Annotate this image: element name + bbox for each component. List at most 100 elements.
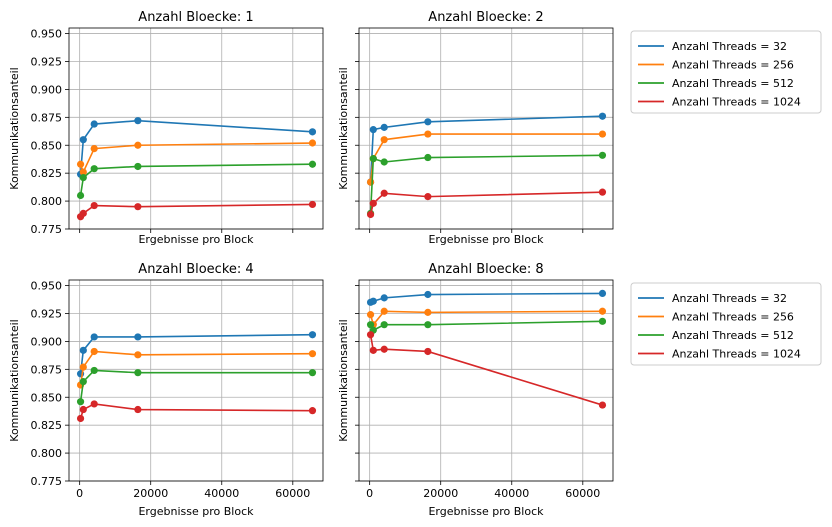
data-point [380,123,388,131]
data-point [79,174,87,182]
series-line [369,133,603,183]
grid [359,280,613,482]
data-point [90,347,98,356]
x-tick-label: 40000 [204,487,239,500]
data-point [79,405,87,414]
data-point [134,141,142,149]
data-point [79,209,87,217]
series-1 [366,112,607,186]
grid [69,28,323,230]
data-point [380,307,388,315]
y-tick-label: 0.900 [31,83,63,96]
data-point [134,351,142,359]
legend-box [630,282,822,366]
x-tick-label: 20000 [423,487,458,500]
data-point [308,160,317,168]
series-1 [366,289,607,306]
y-tick-label: 0.875 [31,363,63,376]
subplot-4: 0 20000 40000 60000 Anzahl Bloecke: 8 Ergebni… [337,262,614,518]
data-point [598,112,607,120]
y-tick-label: 0.950 [31,280,63,293]
y-axis-label: Kommunikationsanteil [337,319,350,441]
y-tick-label: 0.850 [31,391,63,404]
series-3 [76,366,317,406]
x-tick-label: 20000 [133,487,168,500]
data-point [90,120,98,128]
series-4 [76,200,317,221]
data-point [380,345,388,353]
data-point [369,126,377,134]
data-point [90,400,98,408]
data-point [134,333,142,341]
series-4 [366,188,607,219]
grid [359,28,613,230]
data-point [308,139,317,147]
y-tick-label: 0.825 [31,167,63,180]
data-point [90,201,98,210]
data-point [424,308,432,316]
data-point [598,317,607,325]
y-tick-label: 0.775 [31,223,63,236]
y-tick-label: 0.900 [31,335,63,348]
data-point [79,363,87,371]
y-tick-label: 0.775 [31,475,63,488]
series-line [369,334,603,406]
x-tick-label: 0 [366,487,373,500]
y-axis-label: Kommunikationsanteil [8,67,21,189]
legend-entry: Anzahl Threads = 1024 [672,96,801,109]
legend-entry: Anzahl Threads = 1024 [672,348,801,361]
data-point [90,366,98,375]
data-point [598,289,607,297]
subplot-1: 0.775 0.800 0.825 0.850 0.875 0.900 0.925 0.950… [8,10,324,246]
data-point [369,346,377,354]
data-point [598,188,607,196]
data-point [366,210,375,219]
series-4 [76,400,317,423]
legend-entry: Anzahl Threads = 512 [672,77,794,90]
data-point [76,414,85,423]
y-tick-label: 0.950 [31,28,63,41]
subplot-3: 0 20000 40000 60000 0.775 0.800 0.825 0.850 0.87… [8,262,324,518]
axes-frame [68,279,324,482]
data-point [79,346,87,354]
y-tick-label: 0.850 [31,139,63,152]
data-point [79,136,87,144]
x-tick-label: 40000 [494,487,529,500]
data-point [369,155,377,163]
data-point [134,369,142,377]
subplot-title: Anzahl Bloecke: 8 [428,262,543,277]
data-point [598,130,607,138]
data-point [308,331,317,339]
y-axis-label: Kommunikationsanteil [337,67,350,189]
data-point [79,378,87,386]
data-point [366,178,375,186]
data-point [424,118,432,126]
data-point [380,321,388,329]
y-tick-label: 0.925 [31,56,63,69]
y-tick-label: 0.825 [31,419,63,432]
data-point [424,347,432,356]
legend-entry: Anzahl Threads = 256 [672,59,794,72]
y-axis-label: Kommunikationsanteil [8,319,21,441]
series-3 [366,317,607,334]
data-point [424,153,432,162]
data-point [308,407,317,415]
series-line [369,154,603,214]
data-point [90,145,98,153]
data-point [424,321,432,329]
axes-frame [68,27,324,230]
x-axis-label: Ergebnisse pro Block [428,505,544,518]
data-point [134,405,142,414]
legend-2: Anzahl Threads = 32 Anzahl Threads = 256 A… [630,282,822,366]
x-axis-label: Ergebnisse pro Block [428,233,544,246]
legend-entry: Anzahl Threads = 256 [672,311,794,324]
data-point [76,160,85,168]
x-axis-label: Ergebnisse pro Block [138,233,254,246]
data-point [424,130,432,138]
series-line [369,115,603,183]
grid [69,280,323,482]
series-line [369,191,603,215]
data-point [134,117,142,125]
legend-entry: Anzahl Threads = 32 [672,292,787,305]
